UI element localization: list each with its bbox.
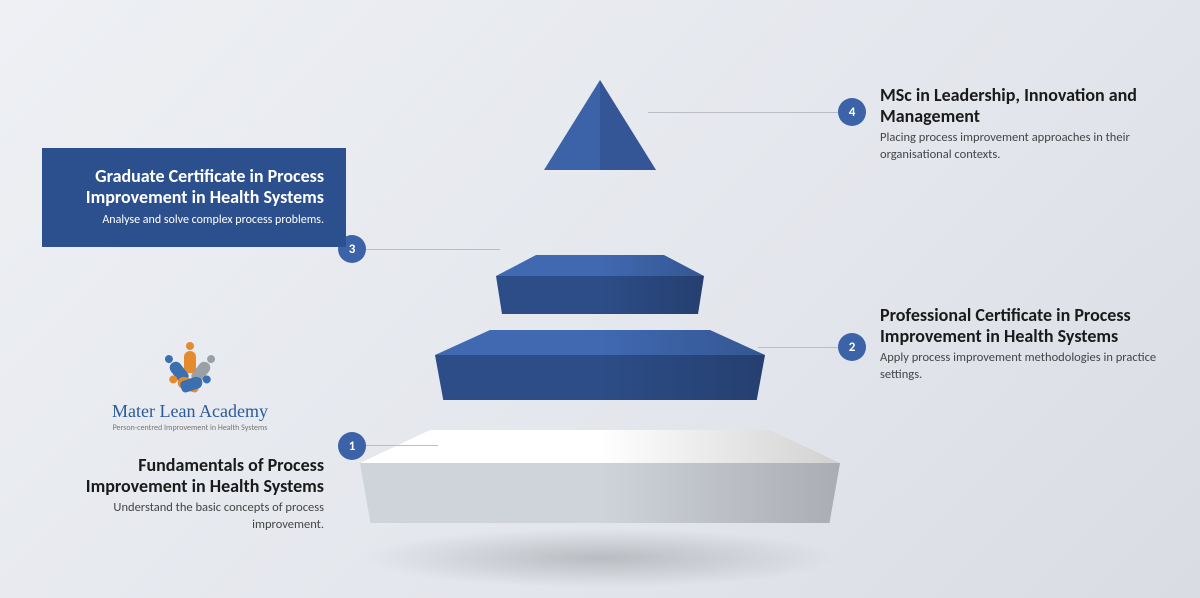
level-badge-2: 2 — [838, 333, 866, 361]
logo-area: Mater Lean Academy Person-centred Improv… — [85, 345, 295, 433]
level-badge-1: 1 — [338, 432, 366, 460]
logo-name: Mater Lean Academy — [85, 401, 295, 422]
pyramid-shadow — [360, 528, 840, 588]
level-1-desc: Understand the basic concepts of process… — [44, 500, 324, 533]
level-4-label: MSc in Leadership, Innovation and Manage… — [880, 85, 1180, 163]
level-3-desc: Analyse and solve complex process proble… — [64, 213, 324, 229]
level-2-title: Professional Certificate in Process Impr… — [880, 305, 1180, 346]
leader-line-2 — [758, 347, 838, 348]
level-2-label: Professional Certificate in Process Impr… — [880, 305, 1180, 383]
level-badge-4: 4 — [838, 98, 866, 126]
logo-mark — [158, 345, 222, 397]
level-3-callout-box: Graduate Certificate in Process Improvem… — [42, 148, 346, 247]
level-1-label: Fundamentals of Process Improvement in H… — [44, 455, 324, 533]
infographic-stage: 1 Fundamentals of Process Improvement in … — [0, 0, 1200, 598]
level-1-title: Fundamentals of Process Improvement in H… — [44, 455, 324, 496]
leader-line-3 — [352, 249, 500, 250]
leader-line-4 — [648, 112, 838, 113]
level-4-desc: Placing process improvement approaches i… — [880, 130, 1180, 163]
level-4-title: MSc in Leadership, Innovation and Manage… — [880, 85, 1180, 126]
level-3-title: Graduate Certificate in Process Improvem… — [64, 166, 324, 207]
level-2-desc: Apply process improvement methodologies … — [880, 350, 1180, 383]
logo-tagline: Person-centred Improvement in Health Sys… — [85, 423, 295, 433]
